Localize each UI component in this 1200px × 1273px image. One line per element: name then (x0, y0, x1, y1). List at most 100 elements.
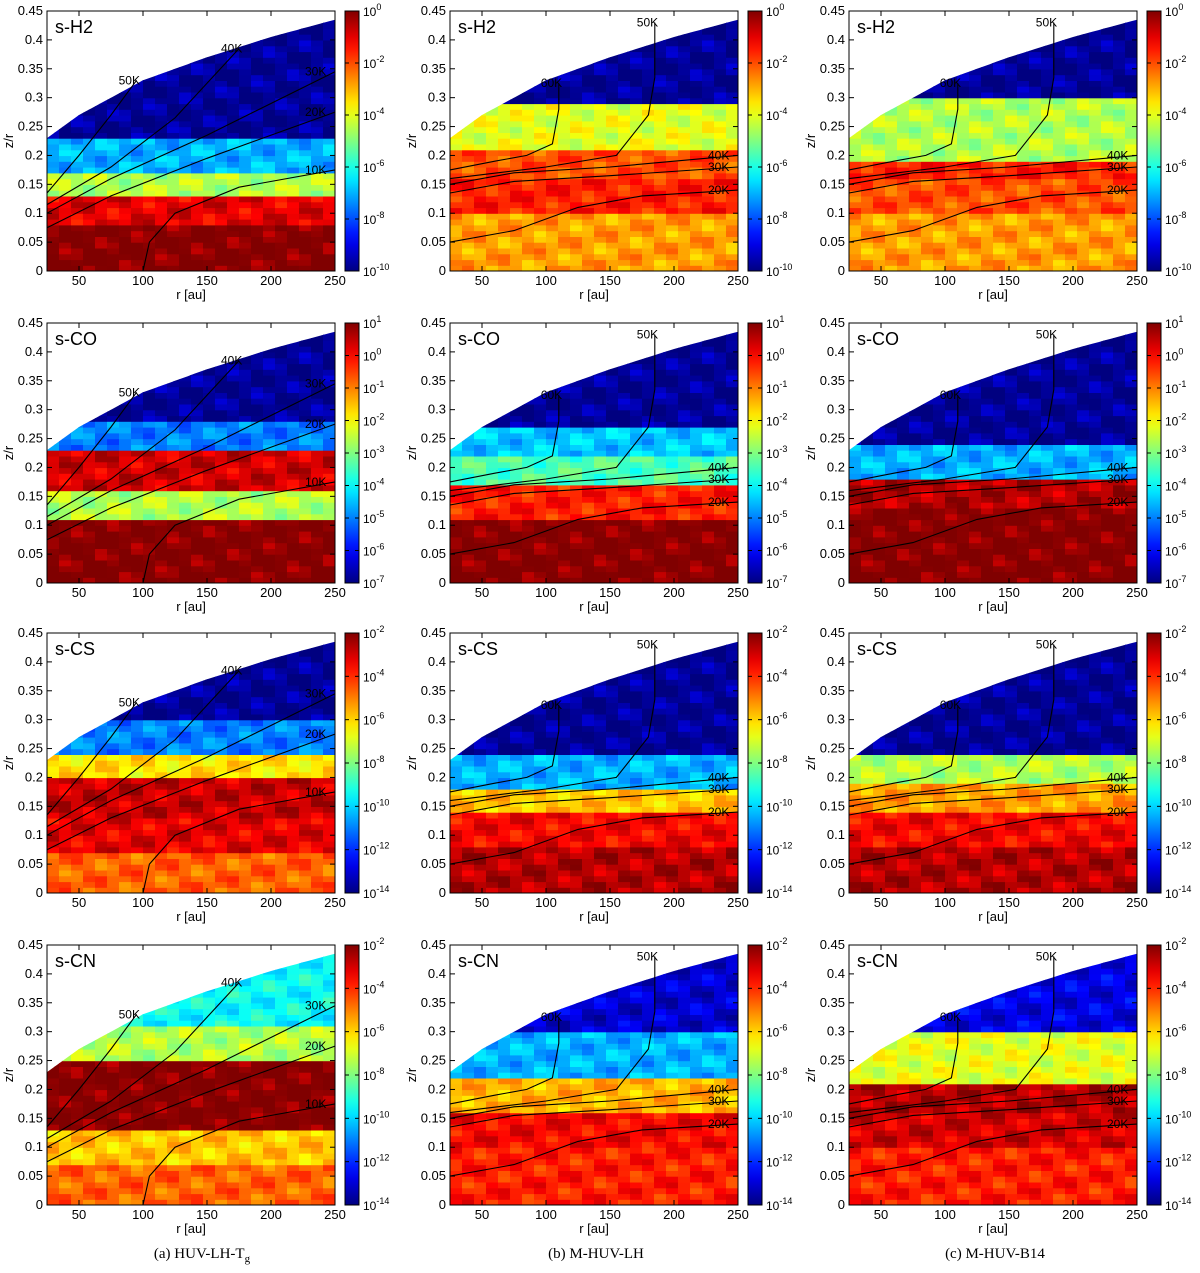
heatmap-cell (287, 195, 300, 203)
heatmap-cell (119, 427, 132, 434)
heatmap-cell (311, 103, 324, 110)
heatmap-cell (510, 421, 523, 428)
heatmap-cell (131, 571, 144, 578)
heatmap-cell (945, 265, 958, 272)
heatmap-cell (179, 369, 192, 376)
heatmap-cell (203, 97, 216, 105)
heatmap-cell (558, 207, 571, 214)
heatmap-cell (179, 386, 192, 393)
heatmap-cell (498, 178, 511, 185)
heatmap-cell (191, 34, 204, 41)
heatmap-cell (957, 201, 970, 209)
heatmap-cell (155, 346, 168, 353)
heatmap-cell (227, 120, 240, 128)
heatmap-cell (726, 19, 738, 24)
heatmap-cell (690, 68, 703, 76)
x-tick-label: 150 (196, 585, 218, 600)
colorbar-tick-label: 100 (363, 347, 381, 364)
heatmap-cell (726, 74, 738, 81)
heatmap-cell (861, 190, 874, 197)
heatmap-cell (1053, 86, 1066, 93)
heatmap-cell (897, 195, 910, 203)
heatmap-cell (909, 39, 922, 47)
heatmap-cell (1101, 39, 1114, 47)
heatmap-cell (570, 143, 583, 151)
heatmap-cell (606, 265, 619, 272)
heatmap-cell (1029, 51, 1042, 58)
heatmap-cell (287, 132, 300, 139)
heatmap-cell (155, 461, 168, 469)
heatmap-cell (167, 398, 180, 405)
heatmap-cell (239, 496, 252, 503)
heatmap-cell (95, 19, 108, 24)
heatmap-cell (107, 484, 120, 492)
heatmap-cell (83, 403, 96, 411)
heatmap-cell (155, 554, 168, 561)
heatmap-cell (95, 536, 108, 544)
heatmap-cell (873, 63, 886, 70)
heatmap-cell (179, 363, 192, 370)
heatmap-cell (143, 375, 156, 382)
heatmap-cell (1005, 213, 1018, 220)
heatmap-cell (191, 531, 204, 538)
heatmap-cell (534, 438, 547, 445)
heatmap-cell (275, 351, 288, 359)
heatmap-cell (179, 19, 192, 24)
heatmap-cell (594, 224, 607, 232)
heatmap-cell (275, 363, 288, 370)
heatmap-cell (251, 190, 264, 197)
heatmap-cell (287, 184, 300, 191)
heatmap-cell (510, 496, 523, 503)
heatmap-cell (630, 190, 643, 197)
heatmap-cell (215, 265, 228, 272)
heatmap-cell (203, 242, 216, 249)
heatmap-cell (486, 559, 499, 567)
heatmap-cell (95, 363, 108, 370)
heatmap-cell (191, 103, 204, 110)
heatmap-cell (690, 57, 703, 64)
heatmap-cell (993, 259, 1006, 266)
heatmap-cell (191, 525, 204, 532)
heatmap-cell (119, 340, 132, 347)
heatmap-cell (179, 74, 192, 81)
heatmap-cell (179, 409, 192, 417)
heatmap-cell (287, 224, 300, 232)
heatmap-cell (690, 51, 703, 58)
heatmap-cell (299, 190, 312, 197)
heatmap-cell (510, 502, 523, 509)
heatmap-cell (167, 184, 180, 191)
heatmap-cell (1017, 219, 1030, 226)
heatmap-cell (666, 86, 679, 93)
heatmap-cell (203, 409, 216, 417)
heatmap-cell (582, 115, 595, 122)
heatmap-cell (287, 334, 300, 341)
heatmap-cell (450, 444, 463, 451)
heatmap-cell (1017, 178, 1030, 185)
heatmap-cell (1089, 39, 1102, 47)
heatmap-cell (1041, 103, 1054, 110)
heatmap-cell (191, 51, 204, 58)
heatmap-cell (558, 57, 571, 64)
heatmap-cell (119, 548, 132, 555)
heatmap-cell (299, 369, 312, 376)
y-tick-label: 0.15 (18, 488, 43, 503)
heatmap-cell (83, 161, 96, 168)
heatmap-cell (510, 542, 523, 549)
heatmap-cell (861, 178, 874, 185)
heatmap-cell (251, 496, 264, 503)
heatmap-cell (969, 28, 982, 35)
heatmap-cell (179, 132, 192, 139)
heatmap-cell (726, 253, 738, 261)
heatmap-cell (474, 39, 487, 47)
heatmap-cell (981, 74, 994, 81)
heatmap-cell (1125, 184, 1137, 191)
heatmap-cell (450, 45, 463, 53)
heatmap-cell (666, 91, 679, 99)
y-tick-label: 0.2 (827, 147, 845, 162)
heatmap-cell (83, 91, 96, 99)
heatmap-cell (1005, 63, 1018, 70)
heatmap-cell (921, 97, 934, 105)
heatmap-cell (251, 502, 264, 509)
heatmap-cell (1065, 190, 1078, 197)
heatmap-cell (119, 479, 132, 486)
